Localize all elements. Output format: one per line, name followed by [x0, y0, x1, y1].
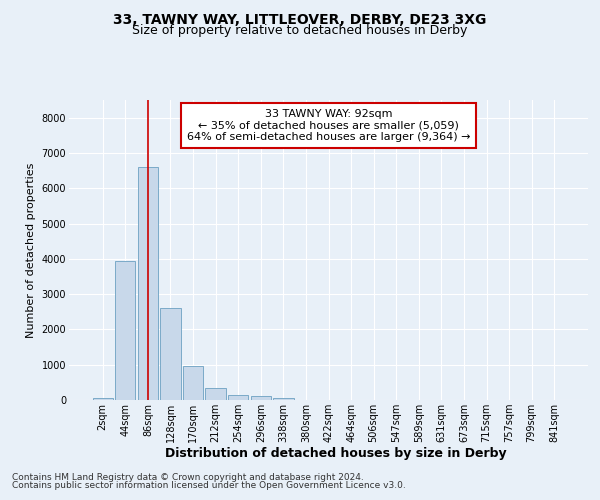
Bar: [251, 396, 271, 400]
Bar: [92, 398, 113, 400]
Bar: [115, 260, 136, 400]
Text: Contains public sector information licensed under the Open Government Licence v3: Contains public sector information licen…: [12, 481, 406, 490]
Bar: [138, 167, 158, 400]
Text: Contains HM Land Registry data © Crown copyright and database right 2024.: Contains HM Land Registry data © Crown c…: [12, 472, 364, 482]
Bar: [205, 388, 226, 400]
Bar: [160, 308, 181, 400]
Bar: [183, 366, 203, 400]
Text: 33, TAWNY WAY, LITTLEOVER, DERBY, DE23 3XG: 33, TAWNY WAY, LITTLEOVER, DERBY, DE23 3…: [113, 12, 487, 26]
Text: Size of property relative to detached houses in Derby: Size of property relative to detached ho…: [133, 24, 467, 37]
Text: 33 TAWNY WAY: 92sqm
← 35% of detached houses are smaller (5,059)
64% of semi-det: 33 TAWNY WAY: 92sqm ← 35% of detached ho…: [187, 109, 470, 142]
Bar: [273, 398, 293, 400]
Y-axis label: Number of detached properties: Number of detached properties: [26, 162, 36, 338]
Text: Distribution of detached houses by size in Derby: Distribution of detached houses by size …: [165, 448, 507, 460]
Bar: [228, 394, 248, 400]
